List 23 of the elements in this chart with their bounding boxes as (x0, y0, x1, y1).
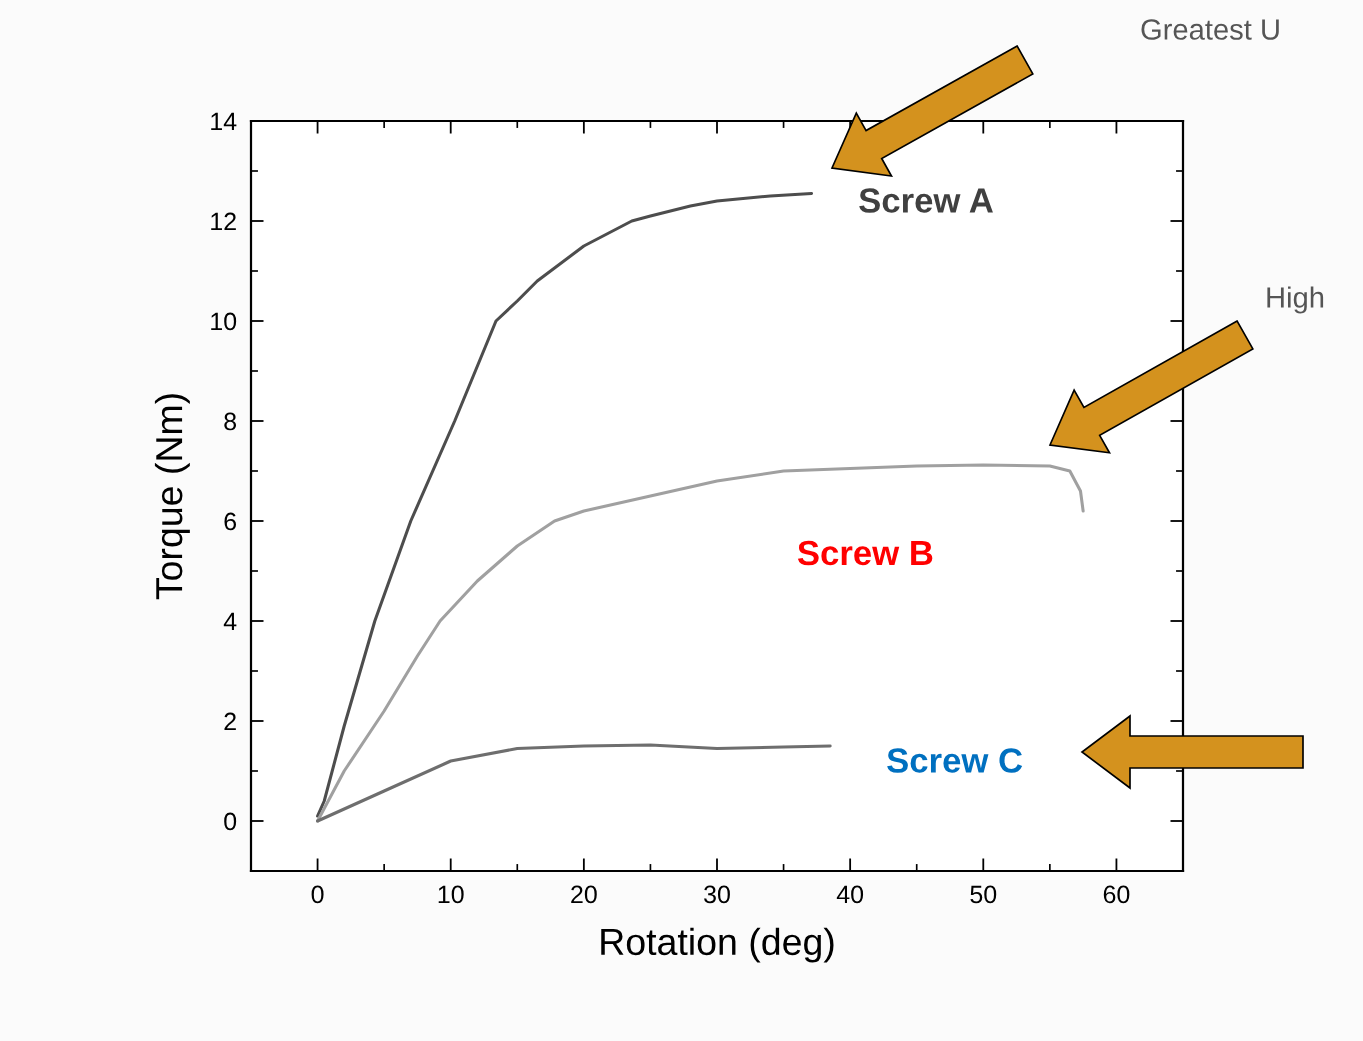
y-tick-label: 4 (223, 612, 237, 631)
y-axis-title: Torque (Nm) (154, 394, 190, 600)
text: Greatest U (1141, 19, 1279, 40)
y-tick-label: 2 (224, 712, 236, 731)
text: Screw B (797, 540, 933, 566)
y-tick-label: 0 (224, 812, 237, 831)
y-tick-label: 14 (211, 112, 237, 131)
x-tick-label: 60 (1103, 885, 1130, 904)
x-tick-label: 30 (704, 885, 730, 904)
y-tick-label: 10 (211, 312, 237, 331)
x-axis-title: Rotation (deg) (601, 927, 834, 963)
text: High (1267, 286, 1324, 314)
line-series (316, 743, 832, 823)
y-tick-label: 8 (224, 412, 237, 431)
x-tick-label: 10 (438, 885, 464, 904)
x-tick-label: 20 (571, 885, 597, 904)
series-label: Screw A (859, 188, 993, 213)
x-tick-label: 0 (311, 885, 324, 904)
y-tick-label: 6 (224, 512, 237, 531)
y-tick-label: 12 (211, 212, 236, 231)
x-tick-label: 40 (836, 885, 864, 904)
series-label: Screw C (887, 748, 1023, 773)
x-tick-label: 50 (970, 885, 997, 904)
